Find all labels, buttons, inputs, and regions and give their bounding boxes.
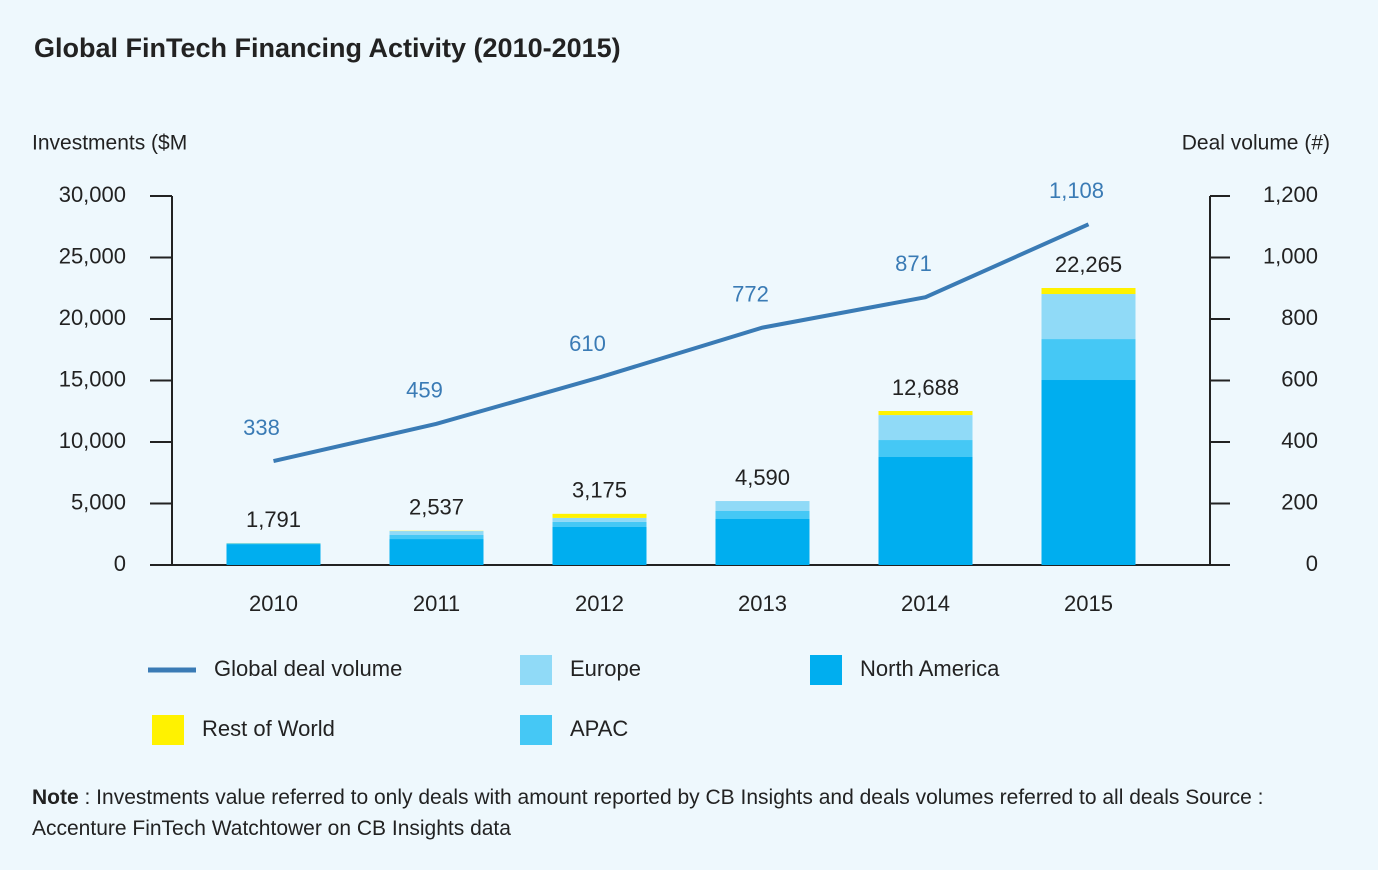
y-tick-label: 20,000 bbox=[59, 305, 126, 330]
note-label: Note bbox=[32, 786, 79, 809]
bar-segment bbox=[552, 526, 647, 565]
line-label: 610 bbox=[569, 331, 606, 356]
total-label: 22,265 bbox=[1055, 252, 1122, 277]
legend-label: Rest of World bbox=[202, 716, 335, 741]
note: Note : Investments value referred to onl… bbox=[32, 782, 1302, 844]
bar-segment bbox=[389, 534, 484, 540]
bar-segment bbox=[878, 457, 973, 565]
bar-segment bbox=[715, 518, 810, 565]
y-tick-label: 30,000 bbox=[59, 182, 126, 207]
legend-swatch bbox=[152, 715, 184, 745]
x-tick-label: 2014 bbox=[901, 591, 950, 616]
bar-segment bbox=[715, 501, 810, 512]
bar-segment bbox=[552, 517, 647, 522]
line-label: 871 bbox=[895, 251, 932, 276]
y2-tick-label: 200 bbox=[1281, 489, 1318, 514]
note-text: : Investments value referred to only dea… bbox=[32, 786, 1264, 840]
y-tick-label: 25,000 bbox=[59, 243, 126, 268]
y2-tick-label: 1,000 bbox=[1263, 243, 1318, 268]
y2-tick-label: 800 bbox=[1281, 305, 1318, 330]
legend-swatch bbox=[520, 715, 552, 745]
bar-segment bbox=[1041, 288, 1136, 295]
total-label: 4,590 bbox=[735, 465, 790, 490]
bar-segment bbox=[878, 415, 973, 441]
bar-segment bbox=[226, 544, 321, 565]
legend-swatch bbox=[520, 655, 552, 685]
bar-segment bbox=[715, 511, 810, 519]
x-tick-label: 2013 bbox=[738, 591, 787, 616]
bar-segment bbox=[552, 521, 647, 527]
legend-label: Global deal volume bbox=[214, 656, 402, 681]
bar-segment bbox=[1041, 339, 1136, 381]
legend-swatch bbox=[810, 655, 842, 685]
y2-tick-label: 1,200 bbox=[1263, 182, 1318, 207]
bar-segment bbox=[1041, 294, 1136, 340]
y-axis-label: Investments ($M bbox=[32, 132, 187, 155]
y2-tick-label: 600 bbox=[1281, 366, 1318, 391]
y-tick-label: 5,000 bbox=[71, 489, 126, 514]
total-label: 12,688 bbox=[892, 375, 959, 400]
x-tick-label: 2011 bbox=[413, 591, 460, 616]
y2-tick-label: 0 bbox=[1306, 551, 1318, 576]
total-label: 2,537 bbox=[409, 495, 464, 520]
bar-segment bbox=[552, 513, 647, 518]
bar-segment bbox=[389, 531, 484, 535]
y2-tick-label: 400 bbox=[1281, 428, 1318, 453]
y2-axis-label: Deal volume (#) bbox=[1182, 132, 1330, 155]
line-label: 772 bbox=[732, 281, 769, 306]
bar-segment bbox=[389, 539, 484, 565]
legend-label: APAC bbox=[570, 716, 628, 741]
x-tick-label: 2010 bbox=[249, 591, 298, 616]
y-tick-label: 15,000 bbox=[59, 366, 126, 391]
bar-segment bbox=[878, 411, 973, 416]
legend-label: Europe bbox=[570, 656, 641, 681]
line-label: 338 bbox=[243, 415, 280, 440]
bar-segment bbox=[1041, 380, 1136, 565]
chart-title: Global FinTech Financing Activity (2010-… bbox=[34, 33, 621, 63]
line bbox=[273, 222, 1090, 464]
x-tick-label: 2012 bbox=[575, 591, 624, 616]
line-label: 459 bbox=[406, 378, 443, 403]
chart: Global FinTech Financing Activity (2010-… bbox=[32, 33, 1330, 745]
total-label: 1,791 bbox=[246, 507, 301, 532]
bar-segment bbox=[226, 543, 321, 545]
line-label: 1,108 bbox=[1049, 178, 1104, 203]
y-tick-label: 10,000 bbox=[59, 428, 126, 453]
total-label: 3,175 bbox=[572, 478, 627, 503]
bar-segment bbox=[878, 440, 973, 458]
y-tick-label: 0 bbox=[114, 551, 126, 576]
legend-label: North America bbox=[860, 656, 1000, 681]
x-tick-label: 2015 bbox=[1064, 591, 1113, 616]
